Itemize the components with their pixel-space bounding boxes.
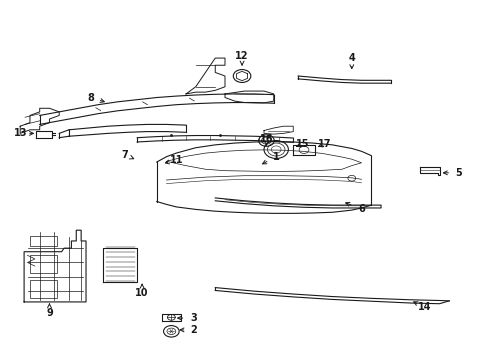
Text: 5: 5: [455, 168, 462, 178]
Bar: [30, 255, 57, 273]
Text: 8: 8: [87, 93, 94, 103]
Text: 7: 7: [122, 150, 128, 160]
Text: 13: 13: [14, 129, 27, 138]
Text: 17: 17: [318, 139, 331, 149]
Text: 2: 2: [189, 325, 196, 335]
Text: 10: 10: [135, 288, 148, 298]
Text: 4: 4: [347, 53, 354, 63]
Text: 11: 11: [169, 155, 183, 165]
Text: 6: 6: [357, 204, 364, 214]
Text: 9: 9: [46, 308, 53, 318]
Text: 3: 3: [189, 313, 196, 323]
Text: 14: 14: [417, 302, 431, 312]
Text: 16: 16: [259, 134, 273, 144]
Text: 15: 15: [296, 139, 309, 149]
Text: 12: 12: [235, 51, 248, 61]
Bar: [30, 235, 57, 246]
Bar: [30, 280, 57, 298]
Text: 1: 1: [272, 152, 279, 162]
